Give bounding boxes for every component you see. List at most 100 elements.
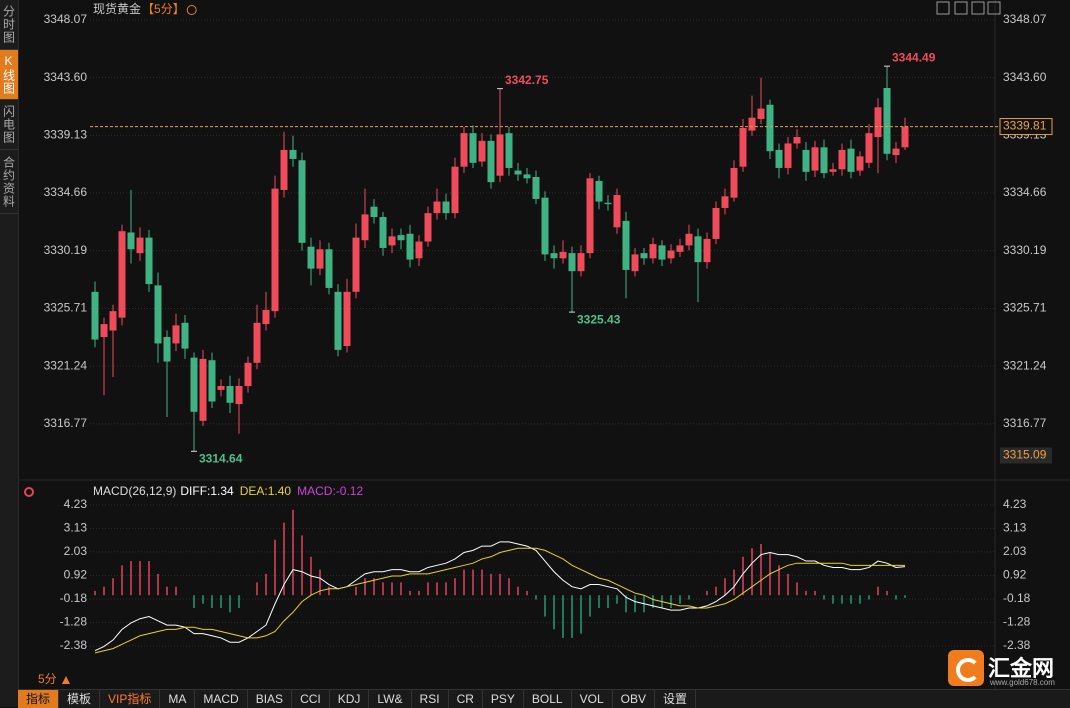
- sidebar-tab[interactable]: K线图: [0, 50, 18, 100]
- candle-body: [784, 143, 792, 168]
- y-tick-label: 3334.66: [44, 185, 88, 199]
- indicator-tab[interactable]: LW&: [369, 690, 412, 708]
- y-tick-label-right: -1.28: [1003, 615, 1031, 629]
- toolbar-icons: [936, 1, 1001, 15]
- annotation-label: 3314.64: [199, 451, 243, 465]
- candle-body: [190, 357, 198, 412]
- candle-body: [316, 249, 324, 269]
- candle-body: [406, 233, 414, 260]
- indicator-toolbar: 指标 模板 VIP指标 MA MACD BIAS CCI KDJ LW& RSI CR PSY BOLL…: [18, 689, 1070, 708]
- candle-body: [118, 231, 126, 318]
- indicator-tab[interactable]: BIAS: [248, 690, 293, 708]
- candle-body: [883, 87, 891, 154]
- sidebar-tab[interactable]: 闪电图: [0, 100, 18, 150]
- candle-body: [235, 386, 243, 405]
- indicator-tab[interactable]: CR: [449, 690, 483, 708]
- settings-icon[interactable]: [24, 487, 34, 497]
- candle-body: [280, 149, 288, 190]
- icon[interactable]: [936, 1, 950, 15]
- collapse-icon[interactable]: [186, 5, 197, 15]
- annotation-label: 3342.75: [505, 73, 549, 87]
- candle-body: [820, 147, 828, 174]
- y-tick-label-right: 3.13: [1003, 521, 1027, 535]
- candle-body: [226, 386, 234, 403]
- y-tick-label-right: 0.92: [1003, 568, 1027, 582]
- candle-body: [307, 246, 315, 269]
- y-tick-label: 4.23: [64, 497, 88, 511]
- sidebar-tab[interactable]: 合约资料: [0, 150, 18, 214]
- y-tick-label: 3325.71: [44, 301, 88, 315]
- current-price-box: [999, 118, 1053, 136]
- indicator-tab[interactable]: MACD: [195, 690, 248, 708]
- y-tick-label: 3321.24: [44, 358, 88, 372]
- candle-body: [766, 104, 774, 152]
- candle-body: [505, 133, 513, 168]
- candle-body: [730, 167, 738, 198]
- candle-body: [856, 156, 864, 171]
- background: [18, 0, 1070, 707]
- y-tick-label-right: 2.03: [1003, 544, 1027, 558]
- indicator-tab[interactable]: KDJ: [330, 690, 370, 708]
- indicator-tab[interactable]: 模板: [59, 690, 101, 708]
- y-tick-label-right: -0.18: [1003, 591, 1031, 605]
- icon[interactable]: [987, 1, 1001, 15]
- candle-body: [343, 291, 351, 347]
- annotation-label: 3344.49: [892, 50, 936, 64]
- icon[interactable]: [954, 1, 968, 15]
- y-tick-label-right: 3325.71: [1003, 301, 1047, 315]
- y-tick-label-right: 3348.07: [1003, 12, 1047, 26]
- icon[interactable]: [971, 1, 985, 15]
- candle-body: [712, 207, 720, 239]
- indicator-tab[interactable]: CCI: [292, 690, 330, 708]
- period-label[interactable]: 5分: [38, 672, 57, 686]
- candle-body: [577, 253, 585, 272]
- candle-body: [568, 253, 576, 272]
- sidebar-tab[interactable]: 分时图: [0, 0, 18, 50]
- candle-body: [361, 214, 369, 241]
- candle-body: [451, 166, 459, 214]
- candle-body: [325, 249, 333, 288]
- annotation-label: 3325.43: [577, 312, 621, 326]
- candle-body: [514, 170, 522, 175]
- indicator-tab[interactable]: RSI: [412, 690, 449, 708]
- logo-ring: [956, 658, 980, 682]
- candle-body: [199, 358, 207, 421]
- indicator-tab[interactable]: VOL: [572, 690, 613, 708]
- candle-body: [622, 220, 630, 270]
- indicator-tab[interactable]: OBV: [613, 690, 655, 708]
- candle-body: [586, 178, 594, 254]
- candle-body: [667, 250, 675, 259]
- candle-body: [217, 386, 225, 390]
- legend-entry: MACD:-0.12: [297, 484, 363, 498]
- candle-body: [901, 126, 909, 148]
- y-tick-label: 3330.19: [44, 243, 88, 257]
- period-arrow[interactable]: [62, 676, 70, 684]
- logo-mark: [948, 650, 984, 686]
- indicator-tab[interactable]: 设置: [655, 690, 696, 708]
- indicator-tab[interactable]: BOLL: [524, 690, 572, 708]
- legend-entry: DIFF:1.34: [180, 484, 234, 498]
- y-tick-label: 3.13: [64, 521, 88, 535]
- y-tick-label-right: 3321.24: [1003, 358, 1047, 372]
- indicator-tab[interactable]: VIP指标: [100, 690, 161, 708]
- candle-body: [559, 251, 567, 259]
- y-tick-label: 3316.77: [44, 416, 88, 430]
- indicator-tab[interactable]: MA: [160, 690, 196, 708]
- candle-body: [145, 237, 153, 285]
- indicator-tab[interactable]: 指标: [18, 690, 60, 708]
- y-tick-label-right: 3334.66: [1003, 185, 1047, 199]
- candle-body: [136, 237, 144, 254]
- candle-body: [433, 201, 441, 214]
- candle-body: [775, 149, 783, 168]
- y-tick-label: 0.92: [64, 568, 88, 582]
- candle-body: [892, 148, 900, 156]
- candle-body: [172, 325, 180, 344]
- candle-body: [802, 149, 810, 172]
- candle-body: [640, 253, 648, 259]
- candle-body: [91, 291, 99, 340]
- candle-body: [109, 311, 117, 331]
- indicator-tab[interactable]: PSY: [483, 690, 524, 708]
- candle-body: [739, 127, 747, 167]
- candle-body: [550, 253, 558, 259]
